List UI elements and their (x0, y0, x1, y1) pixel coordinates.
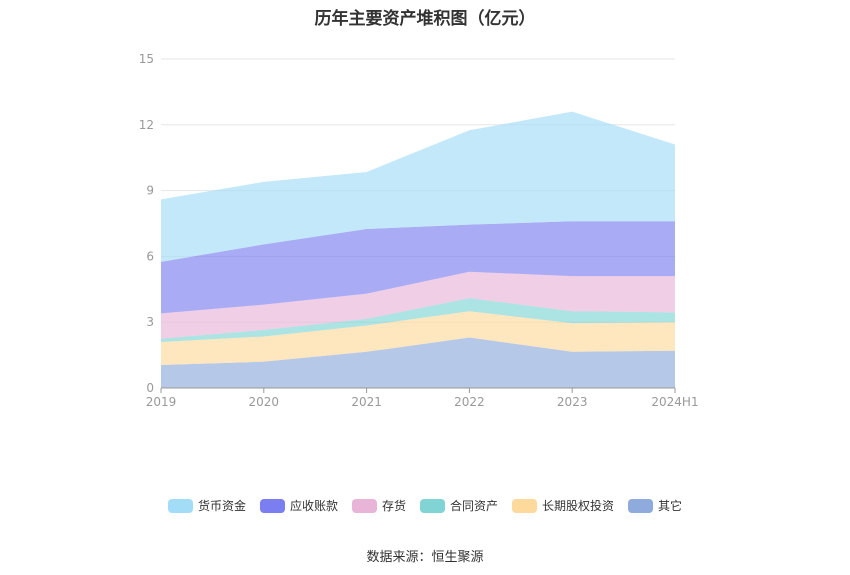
y-tick-label: 9 (146, 184, 154, 198)
axes: 2019 2020 2021 2022 2023 2024H1 0 3 6 9 12 15 (139, 52, 699, 409)
y-tick-label: 6 (146, 249, 154, 263)
legend-item[interactable]: 货币资金 (167, 497, 246, 514)
area-合同资产 (161, 298, 675, 342)
y-tick-label: 3 (146, 315, 154, 329)
legend-label: 合同资产 (450, 499, 499, 513)
area-货币资金 (161, 111, 675, 262)
legend-label: 存货 (381, 499, 406, 513)
legend-swatch (628, 498, 654, 513)
area-长期股权投资 (161, 311, 675, 365)
legend-swatch (512, 498, 538, 513)
legend-item[interactable]: 长期股权投资 (512, 497, 614, 514)
y-tick-label: 12 (139, 118, 154, 132)
area-应收账款 (161, 221, 675, 314)
x-tick-label: 2022 (454, 395, 485, 409)
legend-label: 长期股权投资 (542, 499, 615, 513)
legend: 货币资金 应收账款 存货 合同资产 长期股权投资 其它 (0, 497, 850, 514)
area-其它 (161, 337, 675, 388)
legend-label: 应收账款 (289, 499, 338, 513)
legend-swatch (420, 498, 445, 513)
legend-item[interactable]: 合同资产 (420, 497, 498, 514)
x-tick-label: 2023 (557, 395, 588, 409)
x-tick-label: 2021 (351, 395, 382, 409)
area-存货 (161, 271, 675, 339)
x-tick-label: 2024H1 (651, 395, 698, 409)
chart-title: 历年主要资产堆积图（亿元） (314, 9, 536, 29)
legend-swatch (351, 498, 377, 513)
legend-item[interactable]: 存货 (351, 497, 406, 514)
legend-label: 货币资金 (197, 499, 246, 513)
x-tick-label: 2020 (249, 395, 280, 409)
x-tick-label: 2019 (146, 395, 177, 409)
y-tick-label: 0 (146, 381, 154, 395)
data-source: 数据来源：恒生聚源 (366, 550, 484, 565)
legend-swatch (167, 498, 193, 513)
legend-swatch (259, 498, 285, 513)
legend-label: 其它 (658, 499, 683, 513)
legend-item[interactable]: 其它 (628, 497, 682, 514)
legend-item[interactable]: 应收账款 (259, 497, 338, 514)
area-series (161, 111, 675, 388)
y-tick-label: 15 (139, 52, 154, 66)
